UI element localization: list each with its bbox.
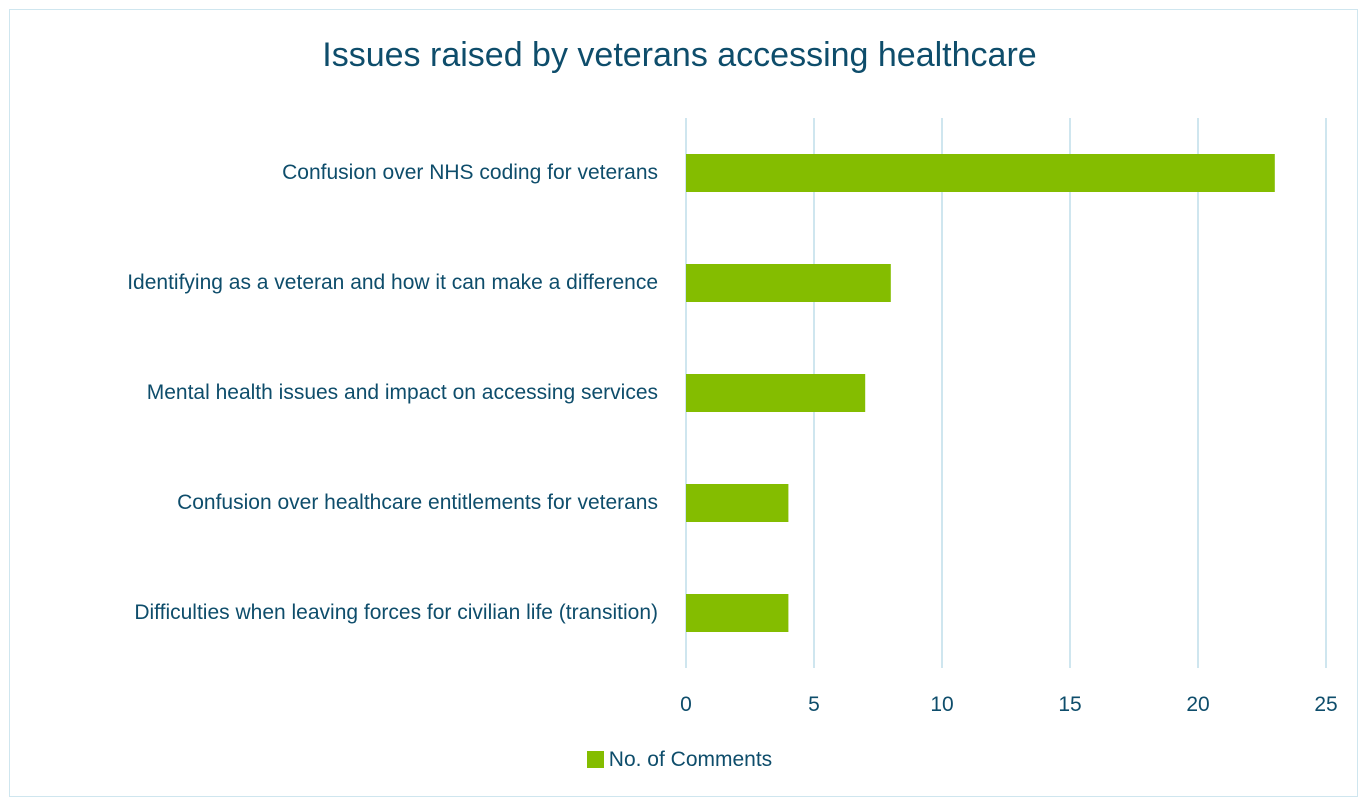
x-tick-label: 15: [1058, 693, 1081, 716]
x-tick-label: 25: [1314, 693, 1337, 716]
legend-swatch: [586, 751, 604, 768]
category-label: Identifying as a veteran and how it can …: [127, 271, 658, 294]
bar: [686, 484, 789, 522]
chart-frame: [9, 9, 1358, 797]
category-label: Mental health issues and impact on acces…: [146, 381, 658, 404]
x-tick-label: 20: [1186, 693, 1209, 716]
category-label: Difficulties when leaving forces for civ…: [134, 601, 658, 624]
bar: [686, 264, 891, 302]
category-label: Confusion over NHS coding for veterans: [282, 161, 658, 184]
legend: No. of Comments: [0, 748, 1359, 772]
x-tick-label: 5: [808, 693, 820, 716]
bar: [686, 374, 866, 412]
legend-label: No. of Comments: [608, 748, 773, 771]
x-tick-label: 0: [680, 693, 692, 716]
bar: [686, 594, 789, 632]
x-tick-label: 10: [930, 693, 953, 716]
bar: [686, 154, 1275, 192]
category-label: Confusion over healthcare entitlements f…: [177, 491, 658, 514]
chart-title: Issues raised by veterans accessing heal…: [322, 36, 1037, 74]
